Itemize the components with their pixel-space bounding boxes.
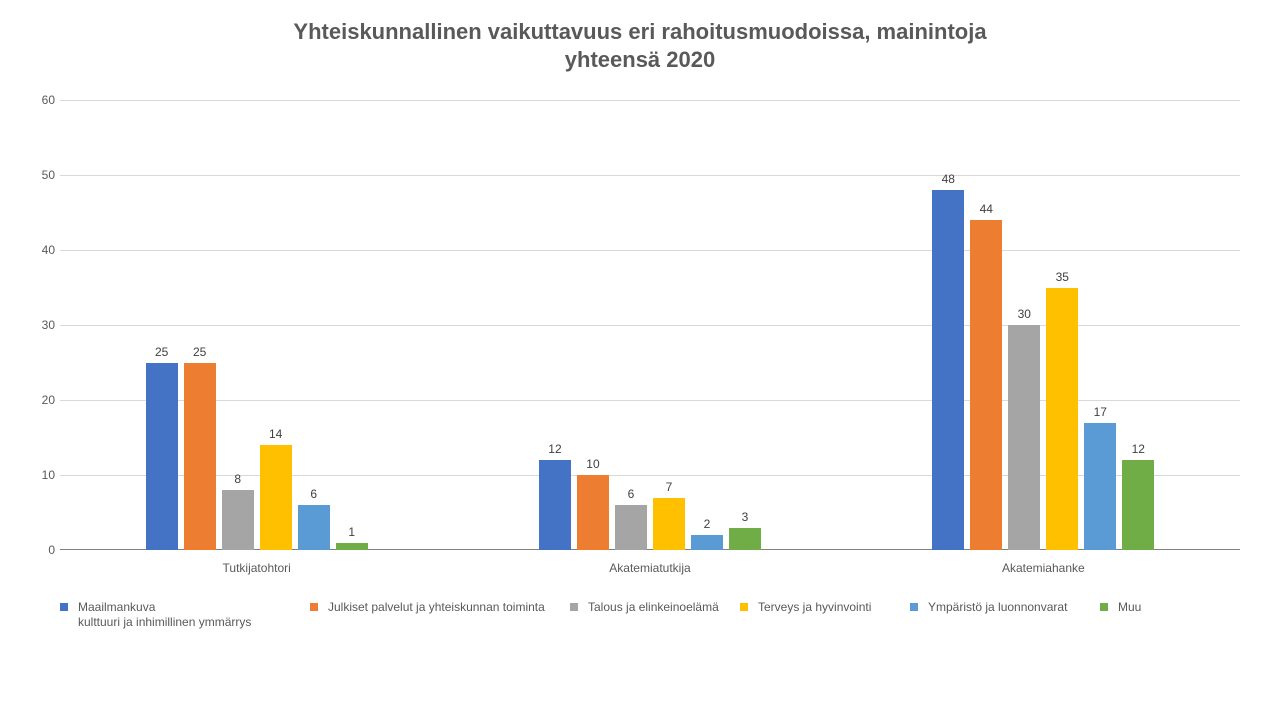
- title-line-2: yhteensä 2020: [565, 47, 715, 72]
- y-tick-label: 60: [30, 93, 55, 107]
- bar: 25: [146, 363, 178, 551]
- bar: 48: [932, 190, 964, 550]
- bar: 12: [539, 460, 571, 550]
- bar-value-label: 8: [234, 472, 241, 486]
- category-label: Tutkijatohtori: [60, 561, 453, 575]
- legend-swatch: [740, 603, 748, 611]
- bar: 3: [729, 528, 761, 551]
- category-group: 12106723Akatemiatutkija: [453, 100, 846, 550]
- chart-title: Yhteiskunnallinen vaikuttavuus eri rahoi…: [0, 0, 1280, 73]
- legend-item: Terveys ja hyvinvointi: [740, 600, 910, 615]
- legend-item: Maailmankuva kulttuuri ja inhimillinen y…: [60, 600, 310, 630]
- y-tick-label: 50: [30, 168, 55, 182]
- legend-item: Ympäristö ja luonnonvarat: [910, 600, 1100, 615]
- bar-value-label: 17: [1094, 405, 1107, 419]
- bar: 14: [260, 445, 292, 550]
- bar-value-label: 1: [348, 525, 355, 539]
- legend-item: Muu: [1100, 600, 1180, 615]
- legend-row: Maailmankuva kulttuuri ja inhimillinen y…: [60, 600, 1240, 630]
- legend-label: Maailmankuva kulttuuri ja inhimillinen y…: [78, 600, 251, 630]
- category-label: Akatemiatutkija: [453, 561, 846, 575]
- legend-label: Talous ja elinkeinoelämä: [588, 600, 719, 615]
- bar-value-label: 44: [980, 202, 993, 216]
- bar-value-label: 14: [269, 427, 282, 441]
- bar-value-label: 35: [1056, 270, 1069, 284]
- legend-swatch: [310, 603, 318, 611]
- y-tick-label: 30: [30, 318, 55, 332]
- bar: 44: [970, 220, 1002, 550]
- y-tick-label: 20: [30, 393, 55, 407]
- bar: 8: [222, 490, 254, 550]
- legend-swatch: [910, 603, 918, 611]
- plot-area: 0102030405060252581461Tutkijatohtori1210…: [60, 100, 1240, 550]
- y-tick-label: 10: [30, 468, 55, 482]
- legend-label: Muu: [1118, 600, 1141, 615]
- bar-value-label: 10: [586, 457, 599, 471]
- bar-value-label: 2: [704, 517, 711, 531]
- bar-value-label: 6: [310, 487, 317, 501]
- legend-item: Talous ja elinkeinoelämä: [570, 600, 740, 615]
- legend-item: Julkiset palvelut ja yhteiskunnan toimin…: [310, 600, 570, 615]
- bar: 6: [298, 505, 330, 550]
- bar: 30: [1008, 325, 1040, 550]
- title-line-1: Yhteiskunnallinen vaikuttavuus eri rahoi…: [293, 19, 986, 44]
- bar: 25: [184, 363, 216, 551]
- bar-value-label: 3: [742, 510, 749, 524]
- bar: 2: [691, 535, 723, 550]
- bar: 17: [1084, 423, 1116, 551]
- bar: 6: [615, 505, 647, 550]
- legend-swatch: [570, 603, 578, 611]
- legend-label: Julkiset palvelut ja yhteiskunnan toimin…: [328, 600, 545, 615]
- bar: 12: [1122, 460, 1154, 550]
- bar: 35: [1046, 288, 1078, 551]
- category-group: 484430351712Akatemiahanke: [847, 100, 1240, 550]
- category-label: Akatemiahanke: [847, 561, 1240, 575]
- bar-value-label: 48: [942, 172, 955, 186]
- bar-value-label: 25: [155, 345, 168, 359]
- bar-value-label: 7: [666, 480, 673, 494]
- legend-label: Ympäristö ja luonnonvarat: [928, 600, 1067, 615]
- legend-swatch: [60, 603, 68, 611]
- y-tick-label: 0: [30, 543, 55, 557]
- legend: Maailmankuva kulttuuri ja inhimillinen y…: [60, 600, 1240, 630]
- bar-value-label: 25: [193, 345, 206, 359]
- bar: 7: [653, 498, 685, 551]
- legend-label: Terveys ja hyvinvointi: [758, 600, 871, 615]
- bar-value-label: 30: [1018, 307, 1031, 321]
- y-tick-label: 40: [30, 243, 55, 257]
- bar: 1: [336, 543, 368, 551]
- legend-swatch: [1100, 603, 1108, 611]
- category-group: 252581461Tutkijatohtori: [60, 100, 453, 550]
- bar: 10: [577, 475, 609, 550]
- bar-value-label: 12: [548, 442, 561, 456]
- bar-value-label: 6: [628, 487, 635, 501]
- bar-value-label: 12: [1132, 442, 1145, 456]
